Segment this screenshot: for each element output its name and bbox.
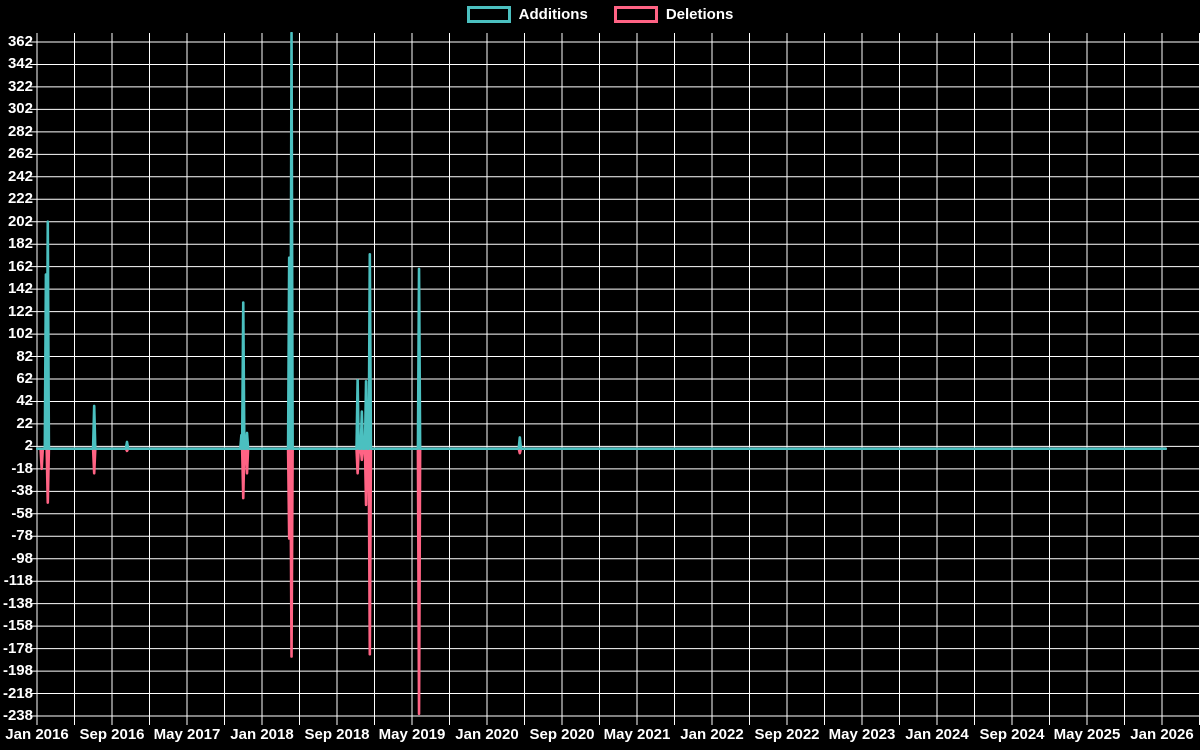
deletions-legend-swatch xyxy=(613,6,658,23)
y-axis-tick-label: -238 xyxy=(2,707,33,724)
y-axis-tick-label: -118 xyxy=(3,572,33,590)
additions-series-line xyxy=(36,32,1168,450)
y-axis-tick-label: 182 xyxy=(7,235,33,253)
y-axis-tick-label: -178 xyxy=(2,639,33,657)
y-axis-tick-label: 262 xyxy=(7,145,33,163)
x-axis-tick-label: Jan 2016 xyxy=(5,726,69,743)
y-axis-tick-label: 202 xyxy=(7,212,33,230)
x-axis-tick-label: Sep 2022 xyxy=(754,726,820,743)
x-axis-tick-label: May 2023 xyxy=(828,726,896,743)
chart-legend: Additions Deletions xyxy=(0,6,1200,23)
legend-item-deletions[interactable]: Deletions xyxy=(613,6,734,23)
x-axis-tick-label: May 2025 xyxy=(1053,726,1121,743)
y-axis-tick-label: 102 xyxy=(7,325,33,343)
x-axis-tick-label: Jan 2024 xyxy=(905,726,969,743)
y-axis-tick-label: 342 xyxy=(7,55,33,73)
y-axis-tick-label: -18 xyxy=(11,459,33,477)
y-axis-labels: 362 342 322 302 282 262 242 222 202 182 162 142 122 1… xyxy=(0,0,33,750)
x-axis-tick-label: Sep 2024 xyxy=(979,726,1045,743)
y-axis-tick-label: 82 xyxy=(16,347,33,365)
y-axis-tick-label: -98 xyxy=(11,549,33,567)
deletions-legend-label: Deletions xyxy=(665,6,734,23)
x-axis-tick-label: Jan 2020 xyxy=(455,726,519,743)
y-axis-tick-label: 62 xyxy=(16,370,33,387)
y-axis-tick-label: 162 xyxy=(7,257,33,275)
y-axis-tick-label: -78 xyxy=(11,527,33,545)
x-axis-tick-label: Jan 2022 xyxy=(680,726,744,743)
y-axis-tick-label: 322 xyxy=(7,77,33,95)
x-axis-tick-label: Sep 2016 xyxy=(79,726,145,743)
x-axis-tick-label: Jan 2026 xyxy=(1130,726,1194,743)
y-axis-tick-label: 362 xyxy=(7,33,33,50)
x-axis-tick-label: May 2017 xyxy=(153,726,221,743)
y-axis-tick-label: -138 xyxy=(2,594,33,612)
y-axis-tick-label: 302 xyxy=(7,100,33,118)
additions-legend-label: Additions xyxy=(518,6,588,23)
y-axis-tick-label: 142 xyxy=(7,280,33,298)
y-axis-tick-label: -218 xyxy=(2,684,33,702)
y-axis-tick-label: 2 xyxy=(24,437,33,455)
x-axis-tick-label: Jan 2018 xyxy=(230,726,294,743)
y-axis-tick-label: -38 xyxy=(11,482,33,500)
x-axis-tick-label: Sep 2018 xyxy=(304,726,370,743)
y-axis-tick-label: -198 xyxy=(2,662,33,680)
x-axis-tick-label: May 2021 xyxy=(603,726,671,743)
y-axis-tick-label: 222 xyxy=(7,190,33,208)
legend-item-additions[interactable]: Additions xyxy=(466,6,588,23)
y-axis-tick-label: 42 xyxy=(16,392,33,410)
y-axis-tick-label: 22 xyxy=(16,414,33,432)
y-axis-tick-label: 282 xyxy=(7,122,33,140)
y-axis-tick-label: -58 xyxy=(11,504,33,522)
y-axis-tick-label: 242 xyxy=(7,167,33,185)
y-axis-tick-label: 122 xyxy=(7,302,33,320)
y-axis-tick-label: -158 xyxy=(2,617,33,635)
x-axis-tick-label: May 2019 xyxy=(378,726,446,743)
additions-legend-swatch xyxy=(466,6,511,23)
x-axis-tick-label: Sep 2020 xyxy=(529,726,595,743)
